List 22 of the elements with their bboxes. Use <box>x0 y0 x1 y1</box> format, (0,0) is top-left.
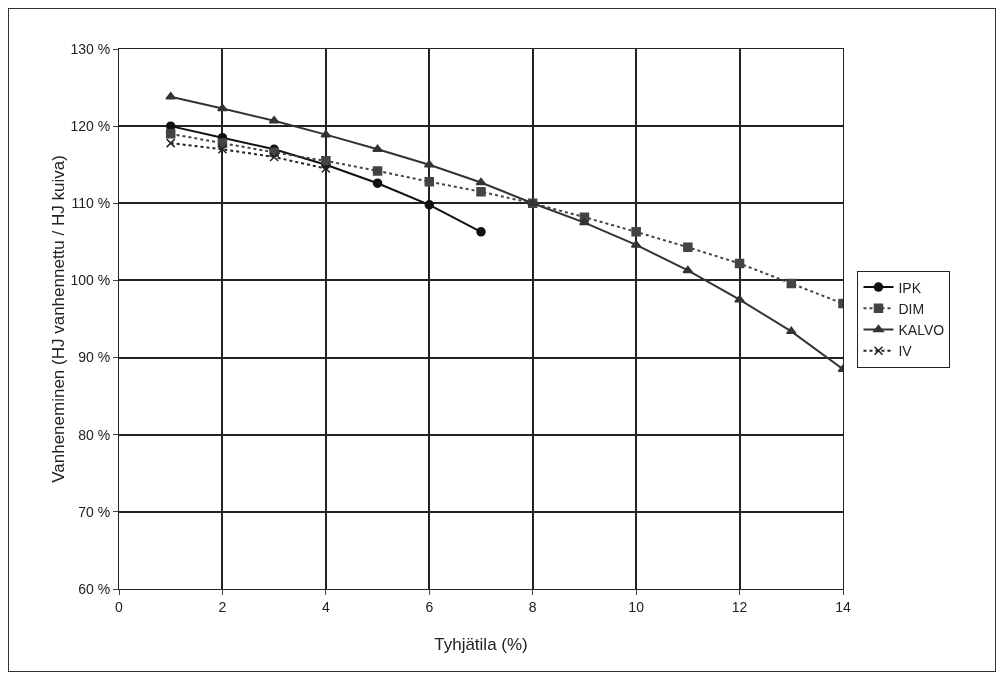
x-tick-label: 12 <box>731 598 748 615</box>
x-tick-label: 2 <box>218 598 227 615</box>
y-tick-label: 60 % <box>78 580 111 597</box>
y-tick-label: 130 % <box>70 40 111 57</box>
y-tick-label: 70 % <box>78 503 111 520</box>
legend-label: KALVO <box>898 321 945 338</box>
x-tick-label: 6 <box>425 598 434 615</box>
x-tick-label: 4 <box>321 598 330 615</box>
legend-label: DIM <box>898 300 925 317</box>
y-tick-label: 110 % <box>71 195 111 212</box>
x-tick-label: 0 <box>115 598 124 615</box>
y-tick-label: 100 % <box>70 272 111 289</box>
x-axis-title: Tyhjätila (%) <box>434 635 528 654</box>
x-tick-label: 10 <box>628 598 645 615</box>
y-tick-label: 80 % <box>78 426 111 443</box>
y-tick-label: 90 % <box>78 349 111 366</box>
x-tick-label: 14 <box>835 598 851 615</box>
x-tick-label: 8 <box>528 598 537 615</box>
y-axis-title: Vanheneminen (HJ vanhennettu / HJ kuiva) <box>49 155 69 483</box>
legend-label: IPK <box>898 279 922 296</box>
y-tick-label: 120 % <box>70 118 111 135</box>
legend-label: IV <box>898 343 913 360</box>
